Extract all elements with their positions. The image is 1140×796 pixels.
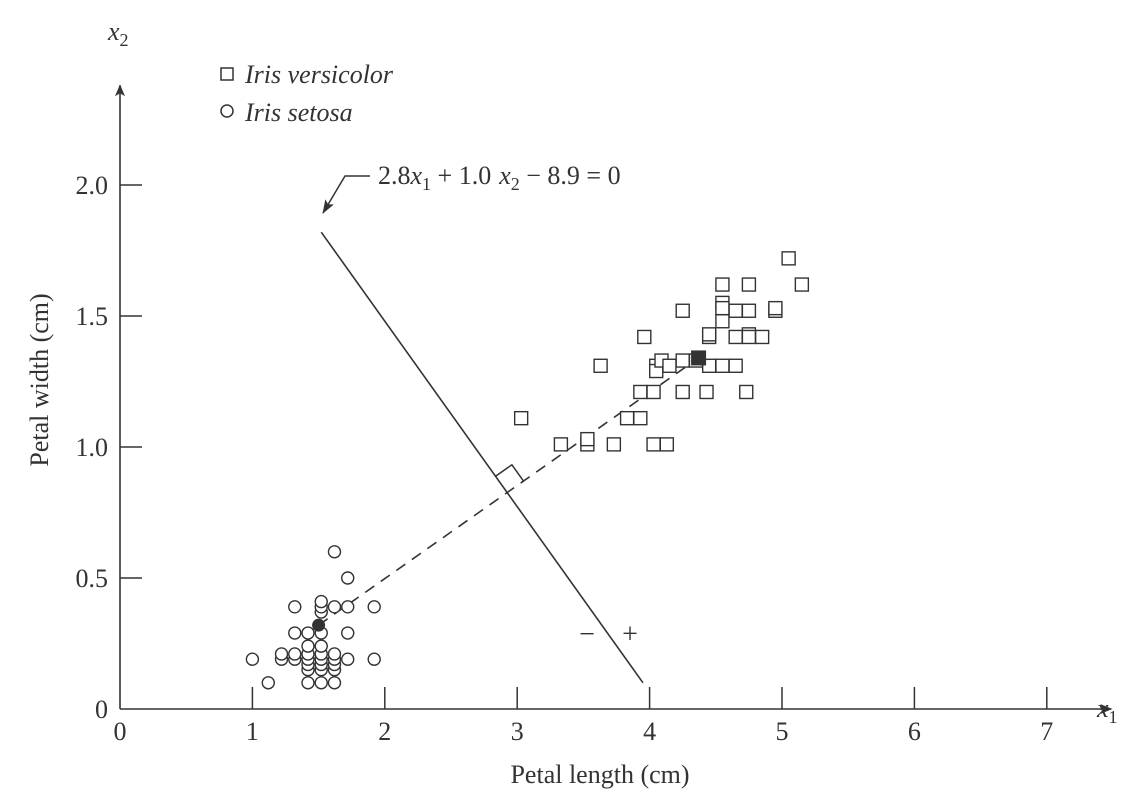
- setosa-point: [341, 600, 355, 614]
- setosa-point: [301, 626, 315, 640]
- y-axis-title: Petal width (cm): [25, 293, 54, 466]
- versicolor-point: [781, 251, 796, 266]
- setosa-point: [288, 647, 302, 661]
- y-ticks: 0 0.5 1.0 1.5 2.0: [76, 171, 142, 724]
- setosa-point: [341, 571, 355, 585]
- setosa-point: [245, 652, 260, 666]
- versicolor-mean-point: [691, 350, 707, 366]
- versicolor-point: [715, 314, 730, 329]
- versicolor-point: [513, 410, 529, 426]
- versicolor-point: [580, 431, 595, 447]
- versicolor-point: [637, 329, 652, 345]
- versicolor-point: [662, 358, 677, 373]
- legend-label-setosa: Iris setosa: [244, 98, 353, 127]
- versicolor-point: [646, 384, 661, 400]
- versicolor-series: [513, 251, 810, 452]
- versicolor-point: [699, 384, 714, 400]
- setosa-point: [327, 676, 342, 690]
- versicolor-point: [606, 437, 622, 452]
- setosa-point: [301, 639, 315, 653]
- y-tick-label: 1.0: [76, 433, 109, 462]
- setosa-point: [327, 600, 342, 614]
- versicolor-point: [741, 303, 757, 318]
- y-tick-label: 1.5: [76, 302, 109, 331]
- versicolor-point: [715, 277, 730, 292]
- legend-label-versicolor: Iris versicolor: [244, 60, 394, 89]
- setosa-point: [274, 647, 289, 661]
- setosa-point: [367, 652, 381, 666]
- setosa-point: [314, 594, 328, 609]
- x-tick-label: 0: [114, 717, 127, 746]
- versicolor-point: [794, 277, 810, 292]
- versicolor-point: [675, 353, 690, 368]
- equation-arrow: [322, 175, 370, 214]
- y-tick-label: 0: [95, 695, 108, 724]
- mean-connector-dashed-line: [318, 357, 700, 626]
- setosa-point: [341, 652, 355, 666]
- versicolor-point: [659, 437, 675, 452]
- x-tick-label: 2: [378, 717, 391, 746]
- versicolor-point: [633, 410, 648, 426]
- setosa-point: [301, 676, 315, 690]
- versicolor-point: [754, 329, 770, 345]
- decision-boundary-line: [320, 231, 644, 684]
- class-means: [312, 350, 707, 632]
- versicolor-point: [715, 358, 730, 373]
- setosa-point: [327, 647, 342, 661]
- boundary-equation: 2.8x1 + 1.0 x2 − 8.9 = 0: [378, 161, 621, 194]
- legend-square-marker: [220, 67, 234, 81]
- versicolor-point: [553, 437, 569, 452]
- setosa-point: [341, 626, 355, 640]
- setosa-point: [327, 545, 342, 559]
- legend-circle-marker: [220, 104, 234, 118]
- x-tick-label: 5: [776, 717, 789, 746]
- setosa-point: [288, 600, 302, 614]
- versicolor-point: [768, 300, 783, 316]
- versicolor-point: [701, 327, 717, 342]
- versicolor-point: [619, 410, 635, 426]
- negative-region-label: −: [579, 619, 595, 650]
- x-tick-label: 6: [908, 717, 921, 746]
- versicolor-point: [646, 437, 661, 452]
- axes: 0 1 2 3 4 5 6 7 0 0.5 1.0 1.5 2.0: [76, 84, 1113, 746]
- versicolor-point: [728, 358, 743, 373]
- x-ticks: 0 1 2 3 4 5 6 7: [114, 687, 1053, 746]
- y-axis-symbol: x2: [107, 17, 129, 50]
- versicolor-point: [728, 303, 743, 318]
- versicolor-point: [739, 384, 754, 400]
- x-tick-label: 3: [511, 717, 524, 746]
- versicolor-point: [633, 384, 648, 400]
- versicolor-point: [741, 277, 757, 292]
- versicolor-point: [593, 358, 608, 373]
- x-axis-symbol: x1: [1096, 694, 1118, 727]
- setosa-point: [314, 639, 328, 653]
- x-tick-label: 4: [643, 717, 656, 746]
- x-axis-title: Petal length (cm): [510, 760, 689, 789]
- y-tick-label: 2.0: [76, 171, 109, 200]
- versicolor-point: [675, 303, 690, 318]
- setosa-point: [261, 676, 275, 690]
- versicolor-point: [715, 300, 730, 316]
- x-tick-label: 7: [1040, 717, 1053, 746]
- y-tick-label: 0.5: [76, 564, 109, 593]
- setosa-point: [314, 676, 328, 690]
- right-angle-marker: [495, 463, 525, 482]
- positive-region-label: +: [622, 619, 638, 650]
- setosa-series: [245, 545, 381, 690]
- setosa-mean-point: [312, 618, 326, 632]
- versicolor-point: [675, 384, 690, 400]
- setosa-point: [367, 600, 381, 614]
- setosa-point: [288, 626, 302, 640]
- versicolor-point: [728, 329, 743, 345]
- versicolor-point: [741, 329, 757, 345]
- x-tick-label: 1: [246, 717, 259, 746]
- legend: Iris versicolor Iris setosa: [220, 60, 394, 127]
